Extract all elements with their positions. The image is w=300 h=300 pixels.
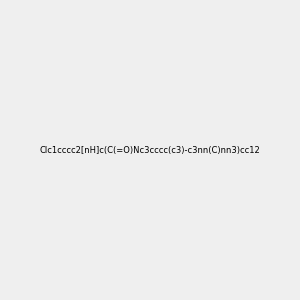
Text: Clc1cccc2[nH]c(C(=O)Nc3cccc(c3)-c3nn(C)nn3)cc12: Clc1cccc2[nH]c(C(=O)Nc3cccc(c3)-c3nn(C)n… (40, 146, 260, 154)
